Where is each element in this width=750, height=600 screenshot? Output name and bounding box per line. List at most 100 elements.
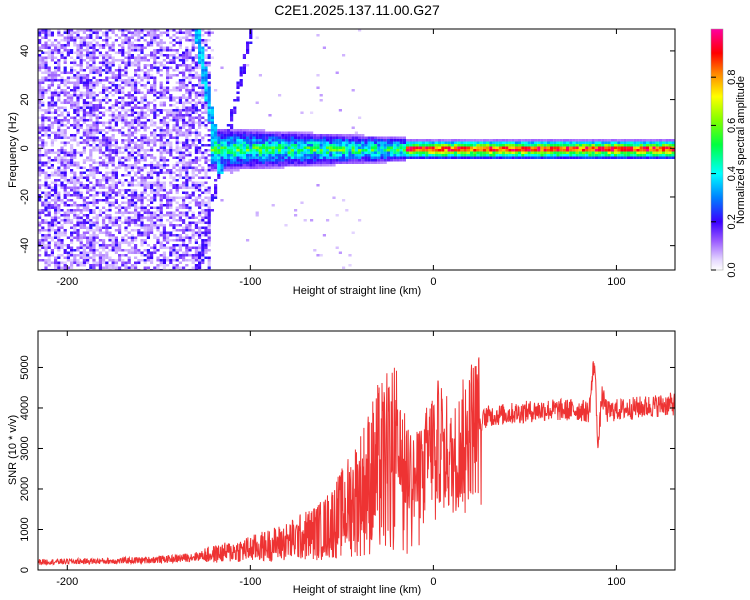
spectrogram-cell	[191, 181, 195, 184]
spectrogram-cell	[198, 169, 202, 172]
spectrogram-cell	[82, 161, 86, 164]
spectrogram-cell	[418, 146, 422, 149]
spectrogram-cell	[182, 256, 186, 259]
spectrogram-cell	[265, 149, 269, 152]
spectrogram-cell	[188, 79, 192, 82]
spectrogram-cell	[278, 134, 282, 137]
spectrogram-cell	[140, 79, 144, 82]
spectrogram-cell	[175, 196, 179, 199]
spectrogram-cell	[537, 156, 541, 159]
spectrogram-cell	[146, 119, 150, 122]
spectrogram-cell	[137, 169, 141, 172]
spectrogram-cell	[50, 81, 54, 84]
spectrogram-cell	[290, 136, 294, 139]
spectrogram-cell	[63, 261, 67, 264]
spectrogram-cell	[98, 91, 102, 94]
spectrogram-cell	[137, 111, 141, 114]
spectrogram-cell	[137, 124, 141, 127]
spectrogram-cell	[86, 74, 90, 77]
spectrogram-cell	[604, 156, 608, 159]
spectrogram-cell	[233, 146, 237, 149]
spectrogram-cell	[182, 81, 186, 84]
spectrogram-cell	[338, 139, 342, 142]
spectrogram-cell	[134, 59, 138, 62]
spectrogram-cell	[82, 81, 86, 84]
spectrogram-cell	[86, 239, 90, 242]
spectrogram-cell	[306, 139, 310, 142]
spectrogram-cell	[534, 151, 538, 154]
spectrogram-cell	[239, 144, 243, 147]
spectrogram-cell	[95, 99, 99, 102]
spectrogram-cell	[233, 169, 237, 172]
spectrogram-cell	[114, 74, 118, 77]
spectrogram-cell	[569, 144, 573, 147]
spectrogram-cell	[306, 136, 310, 139]
spectrogram-cell	[169, 201, 173, 204]
spectrogram-cell	[185, 259, 189, 262]
spectrogram-cell	[217, 176, 221, 179]
spectrogram-cell	[86, 179, 90, 182]
spectrogram-cell	[175, 144, 179, 147]
spectrogram-cell	[92, 204, 96, 207]
spectrogram-cell	[169, 189, 173, 192]
spectrogram-cell	[156, 161, 160, 164]
spectrogram-cell	[63, 89, 67, 92]
spectrogram-cell	[124, 111, 128, 114]
spectrogram-cell	[246, 146, 250, 149]
spectrogram-cell	[204, 244, 208, 247]
spectrogram-cell	[518, 151, 522, 154]
spectrogram-cell	[127, 101, 131, 104]
spectrogram-cell	[47, 136, 51, 139]
spectrogram-cell	[204, 169, 208, 172]
spectrogram-cell	[351, 156, 355, 159]
spectrogram-cell	[636, 154, 640, 157]
spectrogram-cell	[66, 219, 70, 222]
spectrogram-cell	[390, 141, 394, 144]
spectrogram-cell	[150, 231, 154, 234]
spectrogram-cell	[358, 116, 362, 119]
spectrogram-cell	[214, 89, 218, 92]
spectrogram-cell	[470, 156, 474, 159]
spectrogram-cell	[220, 161, 224, 164]
spectrogram-cell	[146, 89, 150, 92]
spectrogram-cell	[50, 104, 54, 107]
spectrogram-cell	[262, 156, 266, 159]
spectrogram-cell	[226, 166, 230, 169]
spectrogram-cell	[156, 49, 160, 52]
spectrogram-cell	[594, 151, 598, 154]
spectrogram-cell	[50, 34, 54, 37]
spectrogram-cell	[150, 139, 154, 142]
spectrogram-cell	[95, 206, 99, 209]
spectrogram-cell	[47, 264, 51, 267]
spectrogram-cell	[79, 211, 83, 214]
spectrogram-cell	[76, 214, 80, 217]
spectrogram-cell	[166, 231, 170, 234]
spectrogram-cell	[102, 249, 106, 252]
spectrogram-cell	[134, 206, 138, 209]
spectrogram-cell	[60, 76, 64, 79]
spectrogram-cell	[335, 139, 339, 142]
spectrogram-cell	[92, 46, 96, 49]
spectrogram-cell	[642, 154, 646, 157]
spectrogram-cell	[121, 259, 125, 262]
spectrogram-cell	[194, 254, 198, 257]
spectrogram-cell	[604, 149, 608, 152]
spectrogram-cell	[124, 264, 128, 267]
spectrogram-cell	[383, 149, 387, 152]
spectrogram-cell	[38, 136, 42, 139]
spectrogram-cell	[86, 236, 90, 239]
spectrogram-cell	[114, 171, 118, 174]
spectrogram-cell	[57, 129, 61, 132]
spectrogram-cell	[188, 166, 192, 169]
spectrogram-cell	[383, 156, 387, 159]
spectrogram-cell	[201, 226, 205, 229]
spectrogram-cell	[54, 199, 58, 202]
spectrogram-cell	[527, 154, 531, 157]
spectrogram-cell	[466, 144, 470, 147]
spectrogram-cell	[614, 141, 618, 144]
spectrogram-cell	[137, 54, 141, 57]
spectrogram-cell	[530, 154, 534, 157]
spectrogram-cell	[505, 151, 509, 154]
spectrogram-cell	[364, 154, 368, 157]
spectrogram-cell	[114, 69, 118, 72]
